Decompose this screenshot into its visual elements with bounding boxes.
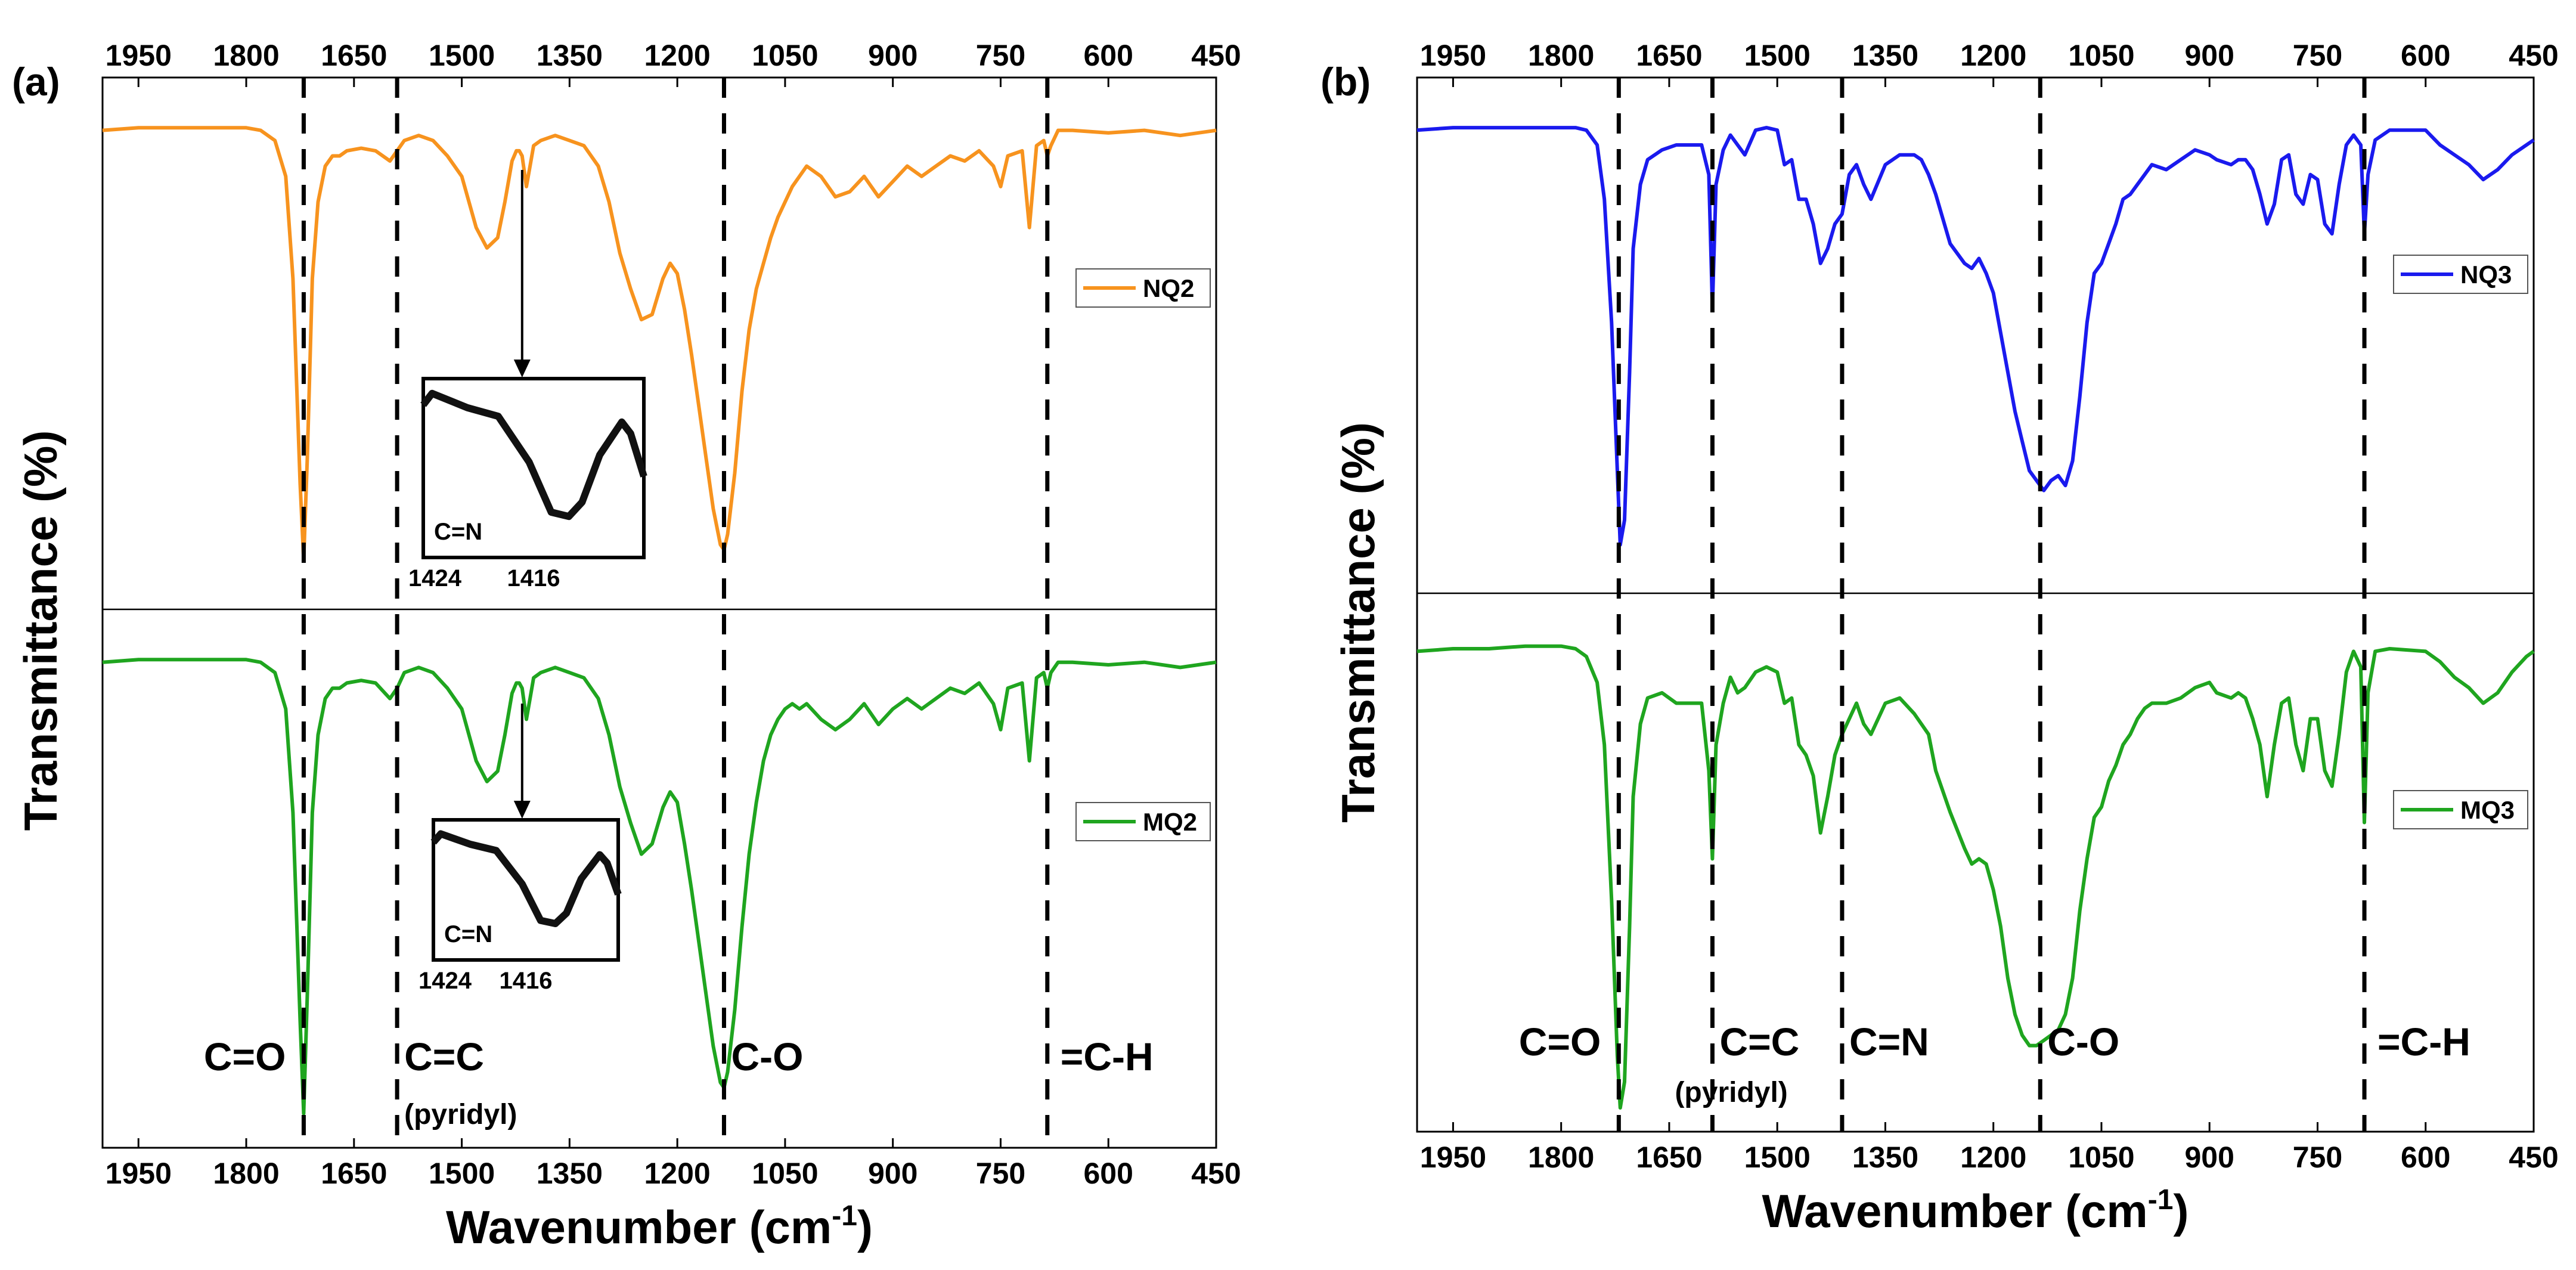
plot-frame — [1416, 76, 2535, 1133]
x-tick-label-top: 750 — [976, 39, 1025, 72]
inset-tick-left: 1424 — [419, 968, 472, 994]
band-label: C-O — [731, 1034, 803, 1079]
x-tick-label-bottom: 1350 — [1852, 1141, 1918, 1174]
x-tick-label-top: 750 — [2293, 39, 2342, 72]
inset-label: C=N — [434, 519, 482, 545]
x-tick-label-bottom: 1800 — [1528, 1141, 1594, 1174]
x-tick-label-bottom: 1650 — [321, 1157, 387, 1190]
x-tick-label-bottom: 450 — [2509, 1141, 2558, 1174]
legend-label-MQ2: MQ2 — [1143, 808, 1197, 836]
series-line-MQ2 — [102, 658, 1217, 1116]
x-tick-label-bottom: 450 — [1191, 1157, 1241, 1190]
x-tick-label-top: 1500 — [429, 39, 495, 72]
band-label: C=O — [204, 1034, 286, 1079]
legend-label-MQ3: MQ3 — [2460, 796, 2515, 824]
inset-label: C=N — [444, 921, 492, 947]
x-tick-label-top: 1500 — [1744, 39, 1811, 72]
x-tick-label-top: 450 — [1191, 39, 1241, 72]
band-label: C=O — [1519, 1020, 1601, 1064]
band-label: C=C — [1719, 1020, 1799, 1064]
x-tick-label-bottom: 1650 — [1636, 1141, 1702, 1174]
band-label: C=C — [404, 1034, 484, 1079]
plot-frame — [101, 76, 1217, 1149]
x-tick-label-top: 1050 — [2068, 39, 2134, 72]
x-axis-label: Wavenumber (cm-1) — [446, 1200, 873, 1253]
x-tick-label-top: 600 — [1084, 39, 1133, 72]
series-line-NQ3 — [1416, 126, 2535, 547]
x-tick-label-bottom: 900 — [868, 1157, 917, 1190]
x-tick-label-bottom: 600 — [1084, 1157, 1133, 1190]
x-tick-label-bottom: 1050 — [2068, 1141, 2134, 1174]
x-tick-label-bottom: 600 — [2401, 1141, 2450, 1174]
x-tick-label-bottom: 1950 — [1420, 1141, 1486, 1174]
x-tick-label-bottom: 1200 — [1960, 1141, 2026, 1174]
x-tick-label-top: 1350 — [1852, 39, 1918, 72]
band-label: =C-H — [1061, 1034, 1154, 1079]
panel-a: 1950 1950 1800 1800 1650 1650 1500 1500 1350 1350… — [12, 39, 1241, 1253]
x-tick-label-bottom: 1050 — [752, 1157, 818, 1190]
x-tick-label-bottom: 1800 — [213, 1157, 279, 1190]
band-sublabel: (pyridyl) — [404, 1099, 517, 1130]
inset-cn: C=N 1424 1416 — [408, 170, 647, 591]
inset-cn: C=N 1424 1416 — [419, 704, 622, 994]
inset-trace — [420, 389, 647, 521]
x-tick-label-top: 1050 — [752, 39, 818, 72]
y-axis-label: Transmittance (%) — [1332, 422, 1384, 823]
panel-label: (b) — [1320, 60, 1371, 104]
inset-tick-right: 1416 — [500, 968, 553, 994]
y-axis-label: Transmittance (%) — [14, 430, 67, 831]
x-tick-label-top: 1950 — [106, 39, 172, 72]
legend-label-NQ2: NQ2 — [1143, 274, 1194, 302]
inset-tick-right: 1416 — [507, 565, 560, 591]
legend-label-NQ3: NQ3 — [2460, 261, 2512, 289]
x-tick-label-bottom: 1350 — [537, 1157, 603, 1190]
x-tick-label-top: 1650 — [1636, 39, 1702, 72]
x-tick-label-bottom: 1500 — [429, 1157, 495, 1190]
x-tick-label-top: 1200 — [1960, 39, 2026, 72]
x-tick-label-top: 1650 — [321, 39, 387, 72]
x-tick-label-top: 900 — [868, 39, 917, 72]
x-tick-label-top: 1350 — [537, 39, 603, 72]
x-tick-label-top: 450 — [2509, 39, 2558, 72]
x-tick-label-bottom: 1950 — [106, 1157, 172, 1190]
x-tick-label-bottom: 750 — [976, 1157, 1025, 1190]
panel-label: (a) — [12, 60, 60, 104]
x-tick-label-top: 1950 — [1420, 39, 1486, 72]
inset-tick-left: 1424 — [408, 565, 462, 591]
series-line-MQ3 — [1416, 644, 2535, 1110]
band-sublabel: (pyridyl) — [1675, 1077, 1787, 1108]
x-tick-label-top: 1200 — [644, 39, 711, 72]
x-axis-label: Wavenumber (cm-1) — [1762, 1184, 2189, 1237]
inset-arrowhead — [513, 360, 531, 377]
x-tick-label-bottom: 1500 — [1744, 1141, 1811, 1174]
band-label: C-O — [2047, 1020, 2119, 1064]
series-line-NQ2 — [102, 126, 1217, 562]
panel-b: 1950 1950 1800 1800 1650 1650 1500 1500 1350 1350… — [1320, 39, 2559, 1237]
x-tick-label-top: 1800 — [1528, 39, 1594, 72]
band-label: =C-H — [2377, 1020, 2470, 1064]
x-tick-label-bottom: 900 — [2185, 1141, 2234, 1174]
x-tick-label-bottom: 750 — [2293, 1141, 2342, 1174]
inset-arrowhead — [513, 801, 531, 819]
x-tick-label-bottom: 1200 — [644, 1157, 711, 1190]
inset-trace — [430, 830, 622, 927]
x-tick-label-top: 900 — [2185, 39, 2234, 72]
x-tick-label-top: 600 — [2401, 39, 2450, 72]
x-tick-label-top: 1800 — [213, 39, 279, 72]
band-label: C=N — [1849, 1020, 1929, 1064]
